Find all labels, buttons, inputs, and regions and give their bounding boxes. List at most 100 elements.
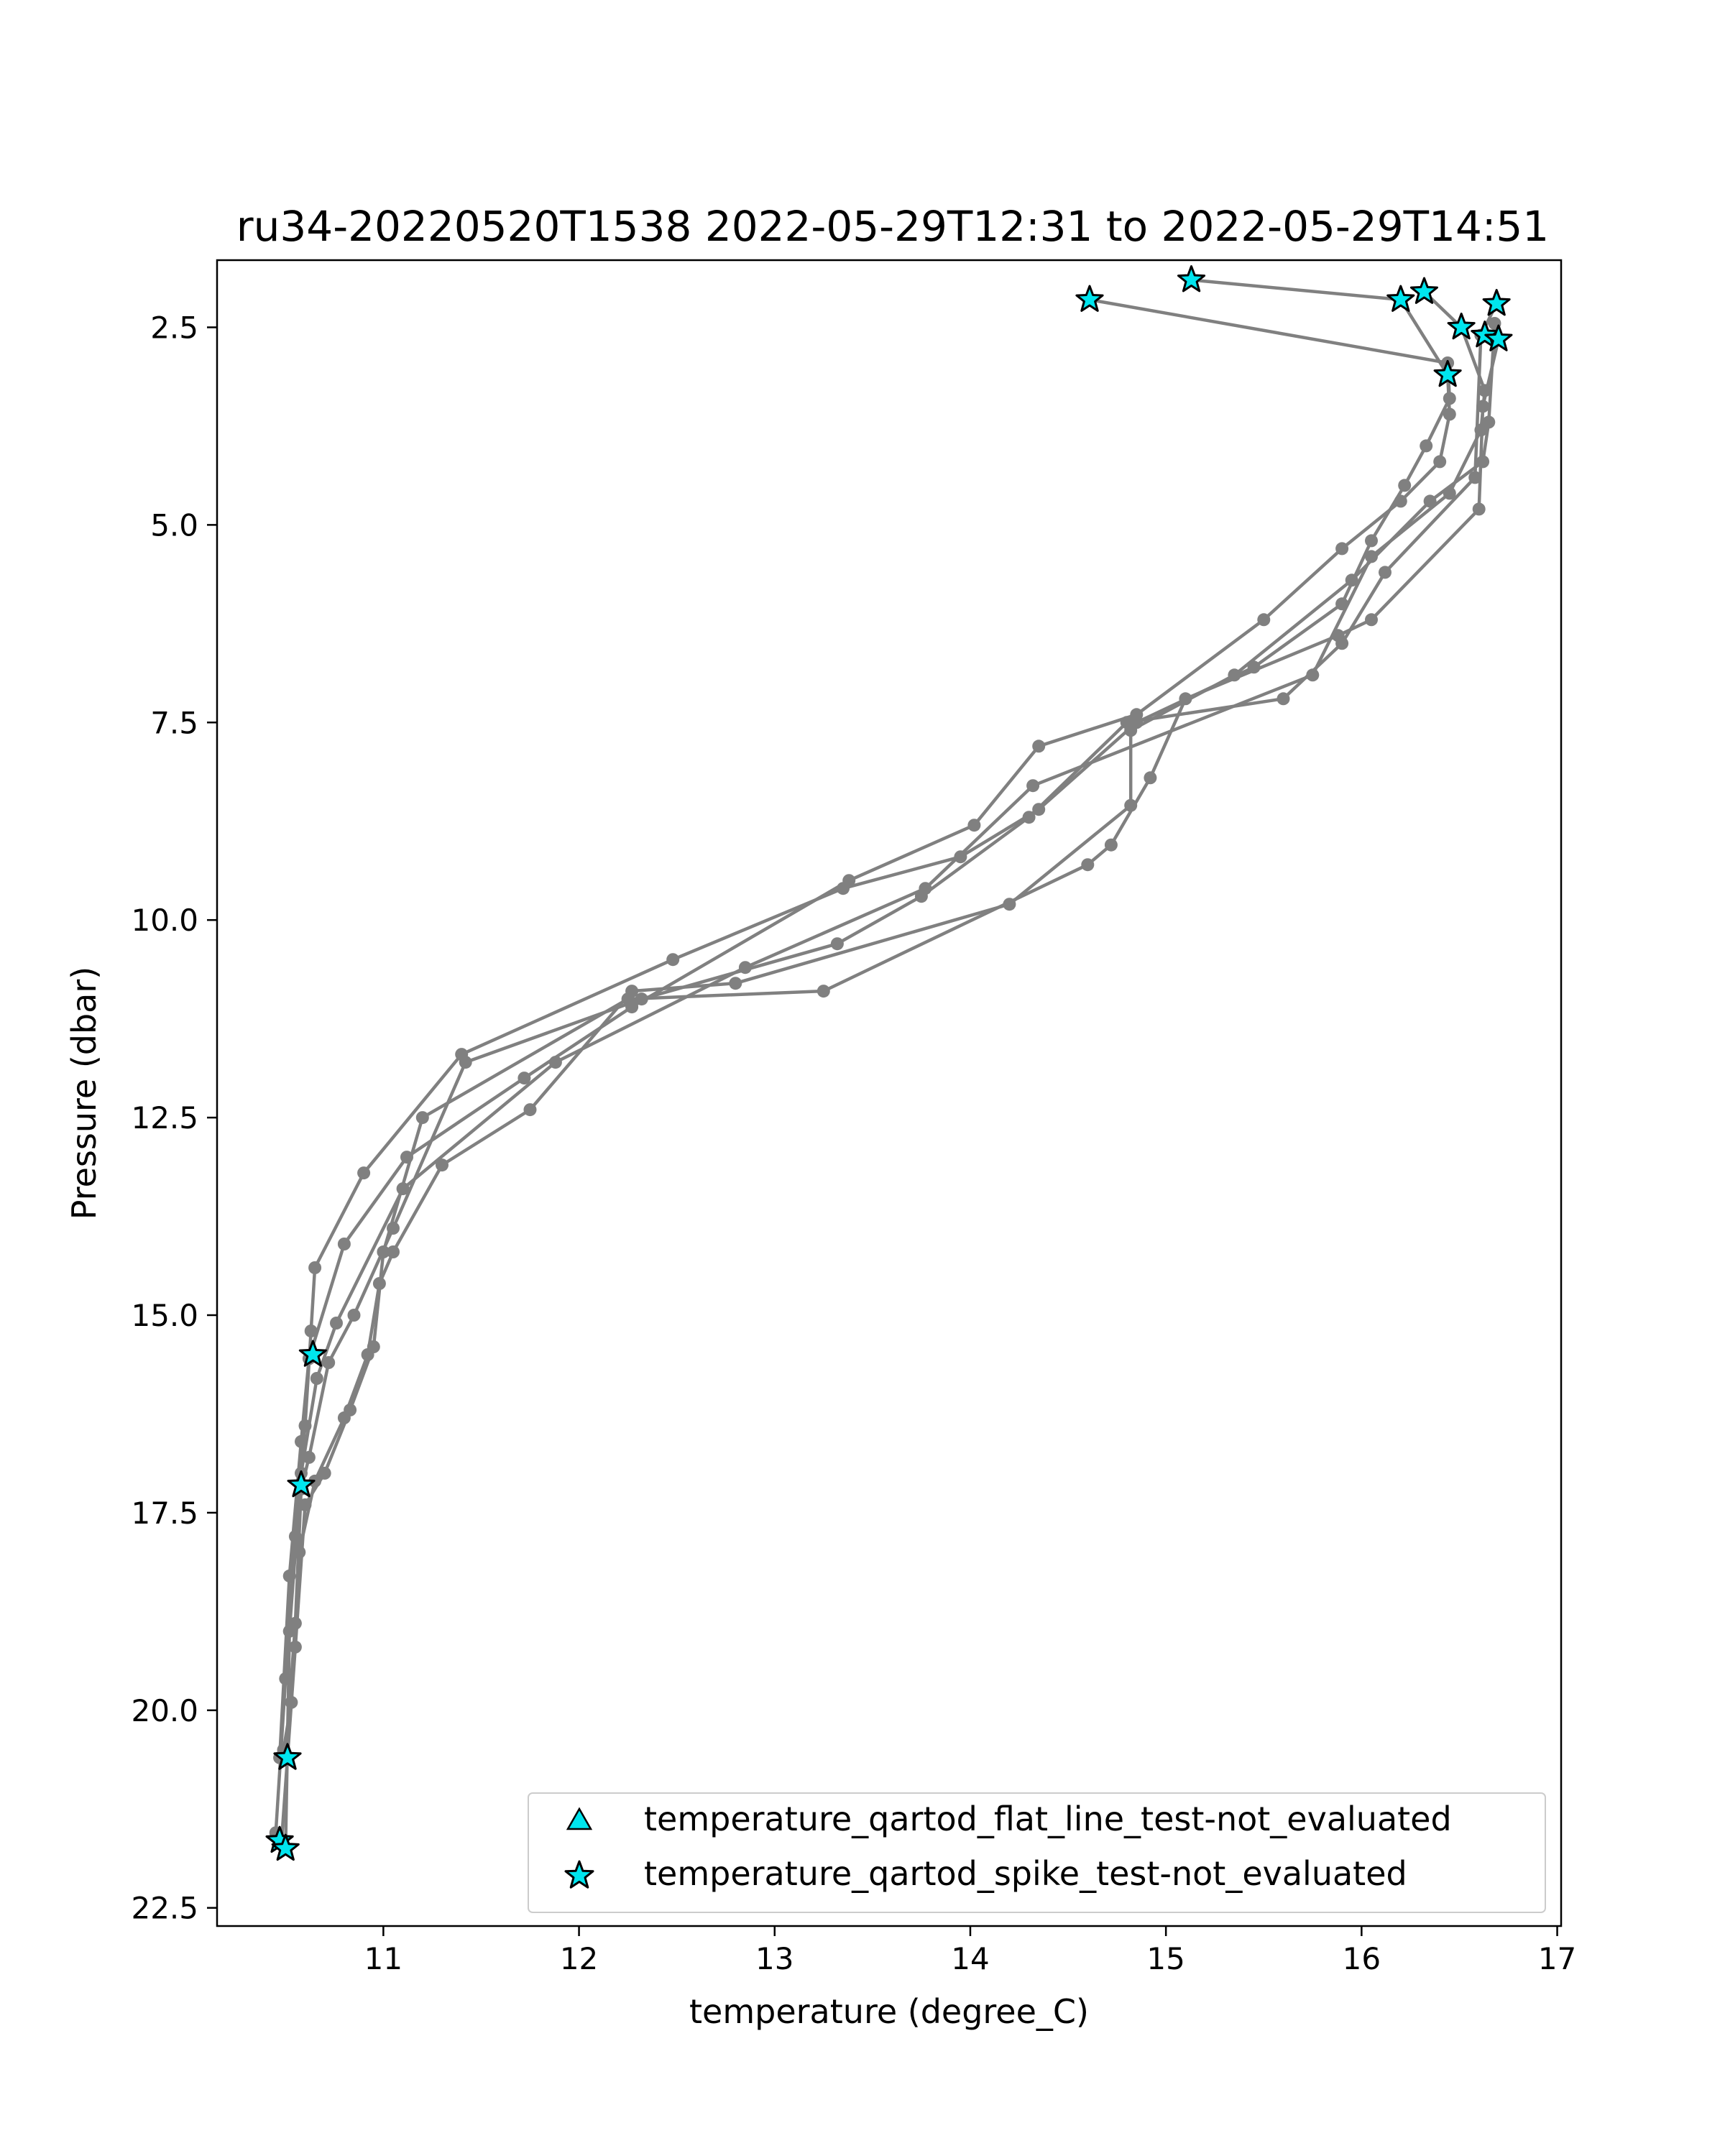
data-point <box>295 1434 308 1448</box>
x-tick-label: 16 <box>1343 1941 1381 1976</box>
data-point <box>1476 400 1490 413</box>
data-point <box>666 953 680 967</box>
legend-entry-flat-line: temperature_qartod_flat_line_test-not_ev… <box>644 1800 1452 1838</box>
x-tick-label: 12 <box>560 1941 598 1976</box>
data-point <box>279 1672 293 1685</box>
data-point <box>625 985 639 998</box>
data-point <box>285 1695 298 1709</box>
spike-flag-marker <box>1386 285 1415 312</box>
x-tick-label: 11 <box>364 1941 402 1976</box>
data-point <box>1468 471 1482 484</box>
data-point <box>1306 668 1320 682</box>
x-tick-label: 13 <box>755 1941 794 1976</box>
spike-flag-marker <box>1409 277 1438 304</box>
spike-flag-marker <box>271 1833 300 1861</box>
data-point <box>1398 479 1412 492</box>
y-tick-label: 2.5 <box>150 310 198 345</box>
data-point <box>729 977 742 990</box>
data-point <box>1026 779 1040 793</box>
data-point <box>1335 542 1349 556</box>
data-point <box>310 1372 323 1385</box>
y-tick-label: 5.0 <box>150 507 198 543</box>
data-point <box>523 1103 537 1117</box>
data-point <box>1474 423 1488 437</box>
data-point <box>322 1356 336 1369</box>
x-tick-label: 17 <box>1538 1941 1576 1976</box>
x-axis-ticks: 11 12 13 14 15 16 17 <box>364 1926 1576 1976</box>
data-point <box>1130 708 1144 722</box>
data-point <box>318 1466 331 1480</box>
y-tick-label: 10.0 <box>131 903 198 938</box>
data-point <box>282 1569 296 1583</box>
data-point <box>1144 771 1157 785</box>
data-point <box>1124 724 1138 737</box>
legend: temperature_qartod_flat_line_test-not_ev… <box>528 1792 1546 1913</box>
data-point <box>1420 439 1433 453</box>
data-point <box>337 1238 351 1250</box>
data-point <box>635 992 648 1006</box>
spike-flag-marker <box>1482 289 1511 316</box>
data-point <box>1365 613 1378 627</box>
spike-flag-markers <box>265 265 1513 1861</box>
data-point <box>954 850 967 864</box>
spike-flag-marker <box>273 1743 302 1770</box>
data-point <box>396 1182 410 1196</box>
x-axis-label: temperature (degree_C) <box>689 1992 1089 2031</box>
data-point <box>914 890 928 903</box>
legend-star-icon <box>564 1860 594 1889</box>
spike-flag-marker <box>1471 321 1499 348</box>
spike-flag-marker <box>298 1340 327 1367</box>
data-point <box>372 1277 386 1290</box>
data-point <box>1365 550 1378 563</box>
data-point <box>1124 798 1138 812</box>
data-point <box>1394 494 1407 508</box>
data-point <box>1276 692 1290 706</box>
x-tick-label: 14 <box>951 1941 989 1976</box>
data-point <box>1476 455 1490 469</box>
chart-title: ru34-20220520T1538 2022-05-29T12:31 to 2… <box>236 202 1549 251</box>
data-point <box>288 1640 302 1654</box>
data-point <box>842 874 856 888</box>
data-point <box>377 1245 390 1258</box>
y-tick-label: 15.0 <box>131 1298 198 1333</box>
data-point <box>1365 534 1378 548</box>
data-point <box>1257 613 1271 627</box>
data-point <box>357 1166 371 1180</box>
y-tick-label: 20.0 <box>131 1693 198 1728</box>
data-point <box>308 1261 322 1274</box>
data-point <box>1478 384 1491 397</box>
data-point <box>459 1056 472 1069</box>
profile-line-2 <box>277 278 1452 1758</box>
data-point <box>1335 597 1349 611</box>
data-point <box>967 819 981 832</box>
legend-star-marker <box>564 1860 594 1889</box>
y-axis-label: Pressure (dbar) <box>65 967 104 1220</box>
spike-flag-marker <box>1177 265 1206 292</box>
x-tick-label: 15 <box>1146 1941 1184 1976</box>
spike-flag-marker <box>1484 324 1513 351</box>
plot-area <box>216 259 1563 1927</box>
data-point <box>361 1348 374 1361</box>
data-point <box>1179 692 1192 706</box>
legend-box <box>528 1792 1546 1913</box>
data-point <box>518 1072 531 1085</box>
data-point <box>347 1309 361 1322</box>
data-point <box>436 1158 448 1172</box>
data-point <box>337 1411 351 1424</box>
data-point <box>1443 392 1456 405</box>
y-tick-label: 17.5 <box>131 1496 198 1531</box>
data-point <box>1032 740 1046 753</box>
y-axis-ticks: 2.5 5.0 7.5 10.0 12.5 15.0 17.5 20.0 22.5 <box>131 310 217 1926</box>
data-point <box>1003 898 1016 911</box>
data-point <box>330 1317 343 1330</box>
data-point <box>1379 566 1392 579</box>
data-point <box>302 1450 316 1464</box>
data-point <box>288 1616 302 1630</box>
y-tick-label: 22.5 <box>131 1891 198 1926</box>
data-point <box>1443 407 1456 421</box>
data-point <box>415 1111 429 1125</box>
legend-entry-spike: temperature_qartod_spike_test-not_evalua… <box>644 1854 1407 1893</box>
data-point <box>1482 415 1496 429</box>
plot-frame <box>216 259 1563 1927</box>
y-tick-label: 7.5 <box>150 705 198 740</box>
